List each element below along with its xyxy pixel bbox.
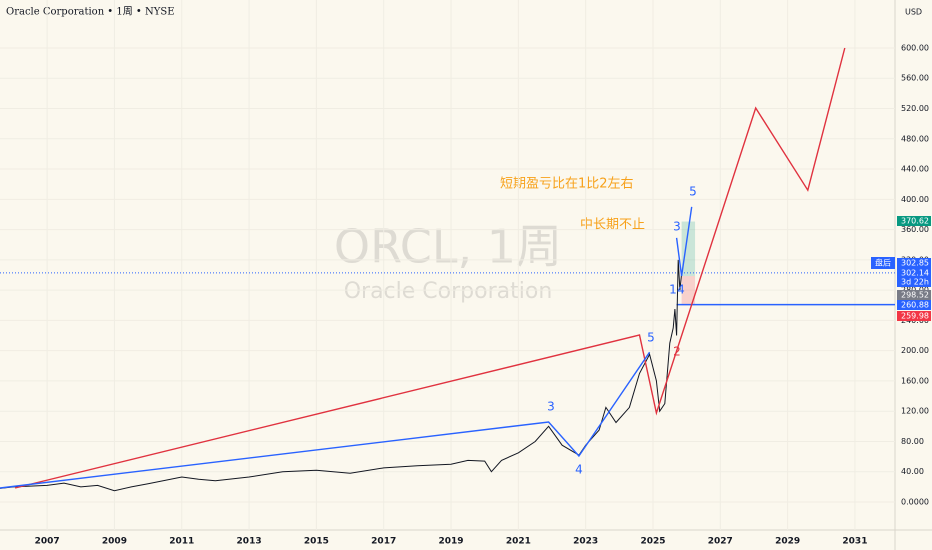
wave-label: 3 (547, 400, 555, 414)
price-tag-box (871, 257, 895, 269)
annotation: 短期盈亏比在1比2左右 (500, 177, 634, 192)
x-tick-label: 2015 (304, 537, 329, 547)
currency: USD (905, 8, 922, 17)
x-tick-label: 2029 (775, 537, 800, 547)
y-tick-label: 520.00 (901, 104, 929, 113)
price-label-box (897, 290, 931, 300)
y-tick-label: 120.00 (901, 407, 929, 416)
x-tick-label: 2021 (506, 537, 531, 547)
wave-label: 5 (689, 185, 697, 199)
x-tick-label: 2019 (439, 537, 464, 547)
price-label: 259.98 (901, 312, 929, 321)
y-tick-label: 480.00 (901, 134, 929, 143)
y-tick-label: 440.00 (901, 165, 929, 174)
y-tick-label: 40.00 (901, 467, 924, 476)
watermark-symbol: ORCL, 1周 (334, 220, 562, 274)
series-line (14, 47, 846, 489)
x-tick-label: 2017 (371, 537, 396, 547)
price-label-box (897, 300, 931, 310)
wave-label: 5 (647, 331, 655, 345)
loss-zone (681, 276, 696, 306)
x-tick-label: 2025 (640, 537, 665, 547)
price-label-box (897, 311, 931, 321)
wave-label: 4 (575, 463, 583, 477)
x-tick-label: 2013 (237, 537, 262, 547)
series-line (0, 259, 683, 492)
x-tick-label: 2007 (35, 537, 60, 547)
price-label: 298.52 (901, 291, 929, 300)
y-tick-label: 560.00 (901, 74, 929, 83)
price-label: 260.88 (901, 301, 929, 310)
price-label-box (897, 268, 931, 287)
y-tick-label: 360.00 (901, 225, 929, 234)
y-tick-label: 200.00 (901, 346, 929, 355)
y-tick-label: 0.0000 (901, 498, 929, 507)
price-label-box (897, 258, 931, 268)
price-label-sub: 3d 22h (901, 278, 929, 287)
series-line (675, 206, 693, 277)
x-tick-label: 2031 (842, 537, 867, 547)
wave-label: 2 (673, 345, 681, 359)
price-label: 302.14 (901, 269, 929, 278)
wave-label: 3 (673, 220, 681, 234)
price-label: 370.62 (901, 217, 929, 226)
y-tick-label: 400.00 (901, 195, 929, 204)
x-tick-label: 2027 (708, 537, 733, 547)
x-tick-label: 2023 (573, 537, 598, 547)
price-label: 302.85 (901, 259, 929, 268)
x-tick-label: 2009 (102, 537, 127, 547)
price-label-box (897, 216, 931, 226)
profit-zone (681, 221, 696, 277)
wave-label: 1 (669, 283, 677, 297)
header: Oracle Corporation • 1周 • NYSE (6, 6, 175, 18)
wave-label: 4 (677, 283, 685, 297)
annotation: 中长期不止 (580, 218, 645, 233)
series-line (0, 351, 651, 489)
y-tick-label: 160.00 (901, 376, 929, 385)
y-tick-label: 80.00 (901, 437, 924, 446)
x-tick-label: 2011 (169, 537, 194, 547)
watermark-name: Oracle Corporation (344, 279, 553, 304)
price-tag: 盘后 (875, 258, 891, 268)
y-tick-label: 600.00 (901, 43, 929, 52)
